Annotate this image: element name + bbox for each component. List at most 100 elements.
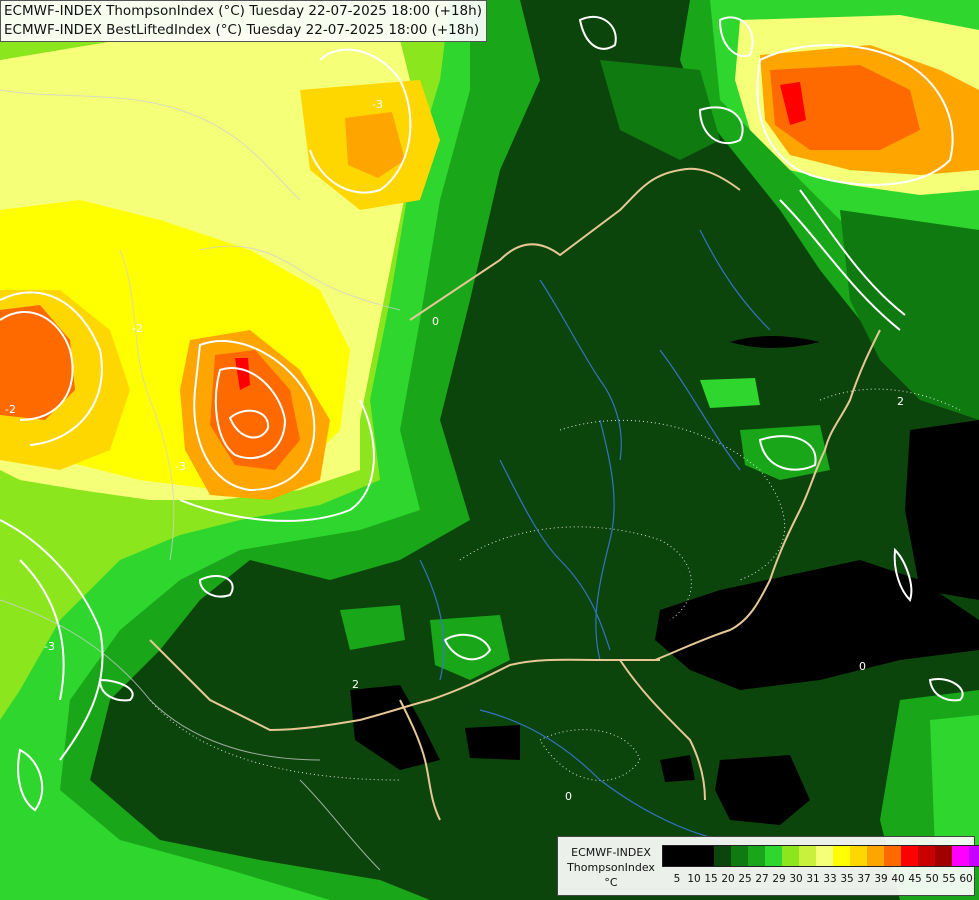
green-patch-southwest — [340, 605, 405, 650]
legend-swatch — [901, 846, 918, 866]
legend-swatch — [850, 846, 867, 866]
contour-label: -3 — [372, 98, 383, 111]
black-zone-southeast-large — [655, 560, 979, 690]
color-legend: ECMWF-INDEX ThompsonIndex °C 5 10 15 20 25 27… — [557, 836, 979, 896]
legend-swatch — [782, 846, 799, 866]
contour-lines — [0, 15, 964, 812]
contour-label: 2 — [897, 395, 904, 408]
contour-line — [0, 310, 74, 421]
legend-swatch — [748, 846, 765, 866]
contour-line — [578, 15, 617, 50]
legend-swatch — [731, 846, 748, 866]
legend-swatch — [697, 846, 714, 866]
lime-zone-southeast — [930, 715, 979, 860]
legend-tick: 25 — [738, 873, 752, 885]
map-header: ECMWF-INDEX ThompsonIndex (°C) Tuesday 2… — [0, 0, 487, 42]
river-line — [659, 349, 741, 471]
border-line — [0, 599, 321, 761]
border-line — [0, 89, 301, 201]
legend-swatch — [935, 846, 952, 866]
contour-label: 0 — [432, 315, 439, 328]
legend-tick: 30 — [789, 873, 803, 885]
black-zone-south — [715, 755, 810, 825]
river-line — [419, 559, 445, 681]
contour-line — [193, 340, 316, 492]
legend-swatch — [816, 846, 833, 866]
legend-tick: 20 — [721, 873, 735, 885]
border-line — [299, 779, 381, 871]
contour-label-group: -3 -2 -2 -3 0 2 2 -3 0 0 — [5, 98, 904, 803]
red-zone-center — [235, 358, 250, 390]
contour-line — [179, 399, 375, 522]
border-line — [119, 249, 175, 561]
header-line-thompson: ECMWF-INDEX ThompsonIndex (°C) Tuesday 2… — [4, 3, 482, 19]
contour-line — [893, 547, 913, 602]
orange-zone-north-inner — [345, 112, 405, 178]
legend-swatch — [765, 846, 782, 866]
legend-tick: 60 — [959, 873, 973, 885]
contour-label: 0 — [859, 660, 866, 673]
dotted-contours — [149, 388, 961, 781]
border-line — [399, 699, 441, 821]
header-line-bestlifted: ECMWF-INDEX BestLiftedIndex (°C) Tuesday… — [4, 22, 480, 38]
river-line — [595, 419, 615, 661]
border-line — [409, 167, 741, 321]
contour-line — [799, 189, 906, 316]
black-zone-small-east — [660, 755, 695, 782]
legend-tick: 10 — [687, 873, 701, 885]
legend-color-scale — [662, 845, 979, 867]
red-zone-northeast — [780, 82, 806, 125]
legend-swatch — [663, 846, 680, 866]
green-patch-south — [430, 615, 510, 680]
legend-tick: 29 — [772, 873, 786, 885]
legend-tick: 27 — [755, 873, 769, 885]
orange-zone-center — [210, 350, 300, 470]
black-ellipse-center — [730, 336, 820, 348]
contour-line — [17, 748, 44, 812]
legend-tick: 31 — [806, 873, 820, 885]
legend-tick: 39 — [874, 873, 888, 885]
minor-borders — [0, 89, 401, 871]
legend-swatch — [867, 846, 884, 866]
legend-tick: 50 — [925, 873, 939, 885]
legend-unit: °C — [604, 876, 618, 889]
mid-green-zone-east — [840, 210, 979, 420]
contour-label: 0 — [565, 790, 572, 803]
contour-line — [0, 291, 103, 446]
contour-line — [214, 367, 287, 460]
legend-tick: 5 — [673, 873, 681, 885]
river-line — [539, 279, 622, 461]
legend-tick: 33 — [823, 873, 837, 885]
legend-title: ECMWF-INDEX — [571, 846, 651, 859]
contour-line — [228, 409, 270, 439]
rivers — [419, 229, 771, 841]
black-zone-mid — [465, 725, 520, 760]
river-line — [499, 459, 611, 651]
contour-label: -3 — [175, 460, 186, 473]
border-line — [619, 659, 706, 801]
legend-tick: 35 — [840, 873, 854, 885]
dotted-contour — [149, 699, 401, 781]
legend-swatch — [884, 846, 901, 866]
country-borders — [149, 167, 881, 821]
orange-zone-west — [0, 305, 75, 420]
legend-tick: 15 — [704, 873, 718, 885]
river-line — [699, 229, 771, 331]
contour-line — [0, 519, 104, 761]
legend-labels: ECMWF-INDEX ThompsonIndex °C — [562, 845, 660, 890]
legend-swatch — [680, 846, 697, 866]
contour-line — [443, 633, 492, 661]
contour-label: -2 — [5, 403, 16, 416]
contour-line — [98, 678, 134, 702]
legend-swatch — [969, 846, 979, 866]
legend-swatch — [833, 846, 850, 866]
orange-zone-northeast — [770, 65, 920, 150]
legend-swatch — [714, 846, 731, 866]
legend-swatch — [799, 846, 816, 866]
contour-line — [19, 559, 65, 701]
legend-tick: 55 — [942, 873, 956, 885]
black-zone-east — [905, 420, 979, 600]
black-zone-south-small — [350, 685, 440, 770]
contour-line — [698, 106, 744, 145]
